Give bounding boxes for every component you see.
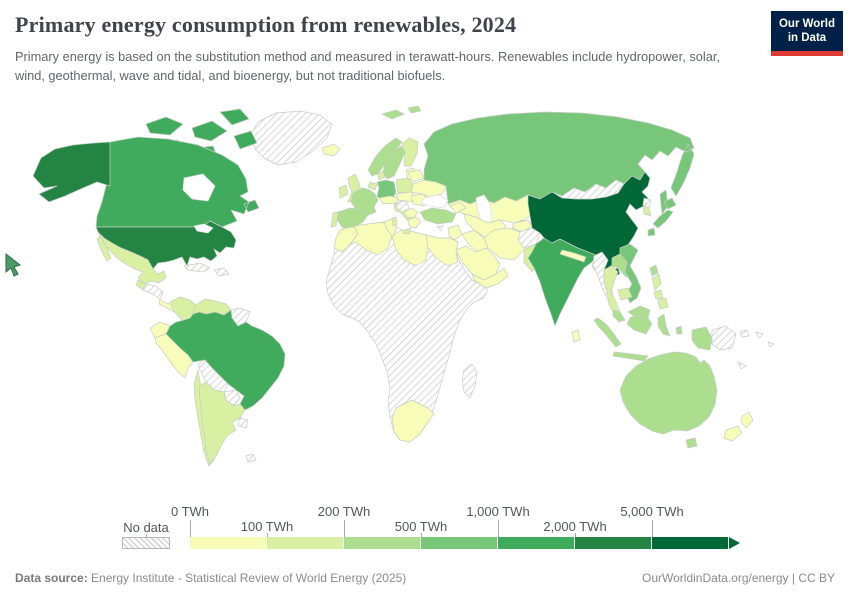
legend-no-data-swatch[interactable] <box>122 537 170 549</box>
country-hispaniola[interactable] <box>213 267 230 277</box>
country-canada[interactable] <box>95 136 260 228</box>
country-spain[interactable] <box>336 207 369 229</box>
country-argentina[interactable] <box>198 381 246 465</box>
country-taiwan[interactable] <box>649 264 659 277</box>
data-source-text: Energy Institute - Statistical Review of… <box>87 571 407 585</box>
country-yemen-oman[interactable] <box>471 267 509 289</box>
country-honduras-nicaragua[interactable] <box>142 283 164 300</box>
world-map[interactable] <box>0 100 850 495</box>
legend-tick-label: 200 TWh <box>317 504 371 519</box>
country-greece[interactable] <box>407 216 422 229</box>
legend-band-0-100TWh[interactable] <box>190 537 267 549</box>
country-cyprus[interactable] <box>436 225 444 231</box>
country-balkans-south[interactable] <box>403 207 419 219</box>
country-switzerland-austria[interactable] <box>378 195 399 205</box>
legend-band-200-500TWh[interactable] <box>344 537 421 549</box>
country-indonesia[interactable] <box>593 313 713 362</box>
country-western-balkans[interactable] <box>395 200 410 213</box>
country-alaska[interactable] <box>32 141 111 203</box>
owid-logo[interactable]: Our World in Data <box>771 11 843 56</box>
page-subtitle: Primary energy is based on the substitut… <box>15 49 720 84</box>
legend-band-1000-2000TWh[interactable] <box>498 537 575 549</box>
legend-tick-mark <box>190 520 191 537</box>
legend-tick-mark <box>267 533 268 537</box>
country-ireland[interactable] <box>338 184 349 199</box>
legend-band-500-1000TWh[interactable] <box>421 537 498 549</box>
credit-link[interactable]: OurWorldinData.org/energy | CC BY <box>642 571 835 585</box>
country-greenland[interactable] <box>249 110 333 166</box>
country-norway[interactable] <box>367 137 403 177</box>
country-vietnam[interactable] <box>619 243 642 304</box>
country-new-zealand[interactable] <box>723 411 754 442</box>
country-levant[interactable] <box>447 224 463 241</box>
country-madagascar[interactable] <box>461 363 478 399</box>
great-lakes <box>193 223 214 234</box>
legend-tick-label: 2,000 TWh <box>543 519 607 534</box>
country-philippines[interactable] <box>651 273 669 310</box>
legend-no-data-tick <box>146 534 147 538</box>
country-brazil[interactable] <box>165 309 286 411</box>
data-source: Data source: Energy Institute - Statisti… <box>15 571 406 585</box>
hudson-bay <box>182 173 216 202</box>
country-malaysia[interactable] <box>612 305 651 323</box>
legend-arrow <box>729 537 740 549</box>
country-thailand[interactable] <box>603 265 621 316</box>
country-turkey[interactable] <box>419 207 457 225</box>
country-uruguay[interactable] <box>237 417 249 429</box>
legend-band-5000TWh[interactable] <box>652 537 729 549</box>
country-poland[interactable] <box>395 177 414 194</box>
legend-tick-mark <box>498 520 499 537</box>
country-pacific-islands[interactable] <box>737 331 775 370</box>
country-australia[interactable] <box>619 351 718 449</box>
country-belarus[interactable] <box>407 169 425 183</box>
country-finland[interactable] <box>401 137 419 167</box>
chart-footer: Data source: Energy Institute - Statisti… <box>0 571 850 585</box>
country-portugal[interactable] <box>330 211 339 228</box>
country-sri-lanka[interactable] <box>571 329 581 343</box>
owid-logo-line2: in Data <box>787 32 827 44</box>
country-denmark[interactable] <box>377 170 386 181</box>
legend-tick-mark <box>575 533 576 537</box>
legend-tick-mark <box>421 533 422 537</box>
legend-band-2000-5000TWh[interactable] <box>575 537 652 549</box>
country-egypt[interactable] <box>425 234 459 267</box>
legend-tick-label: 0 TWh <box>170 504 210 519</box>
mouse-cursor-icon <box>5 252 22 277</box>
legend-tick-label: 5,000 TWh <box>620 504 684 519</box>
country-benelux[interactable] <box>367 181 378 191</box>
country-iceland[interactable] <box>321 143 341 157</box>
country-mexico[interactable] <box>96 231 167 285</box>
country-caucasus[interactable] <box>449 201 467 214</box>
country-nepal[interactable] <box>559 249 587 263</box>
owid-logo-line1: Our World <box>778 17 835 30</box>
country-united-states[interactable] <box>95 220 237 270</box>
data-source-label: Data source: <box>15 571 88 585</box>
legend-tick-mark <box>344 520 345 537</box>
legend-tick-label: 100 TWh <box>240 519 294 534</box>
legend-no-data-label: No data <box>123 520 169 535</box>
page-title: Primary energy consumption from renewabl… <box>15 12 517 37</box>
country-falkland-islands[interactable] <box>245 453 257 463</box>
country-cambodia[interactable] <box>617 287 633 301</box>
legend-tick-label: 500 TWh <box>394 519 448 534</box>
country-saudi-arabia[interactable] <box>455 245 501 281</box>
legend-tick-label: 1,000 TWh <box>466 504 530 519</box>
country-kyrgyz-tajik[interactable] <box>511 219 533 233</box>
country-japan[interactable] <box>647 197 677 237</box>
country-papua-new-guinea[interactable] <box>711 325 750 351</box>
legend-tick-mark <box>652 520 653 537</box>
legend-bar[interactable] <box>190 537 740 549</box>
legend-band-100-200TWh[interactable] <box>267 537 344 549</box>
country-south-africa[interactable] <box>391 399 435 443</box>
country-algeria[interactable] <box>349 221 393 256</box>
country-cuba[interactable] <box>183 262 211 273</box>
black-sea <box>420 194 449 209</box>
country-mongolia[interactable] <box>551 179 625 200</box>
country-south-korea[interactable] <box>642 204 652 217</box>
country-svalbard[interactable] <box>381 105 422 120</box>
